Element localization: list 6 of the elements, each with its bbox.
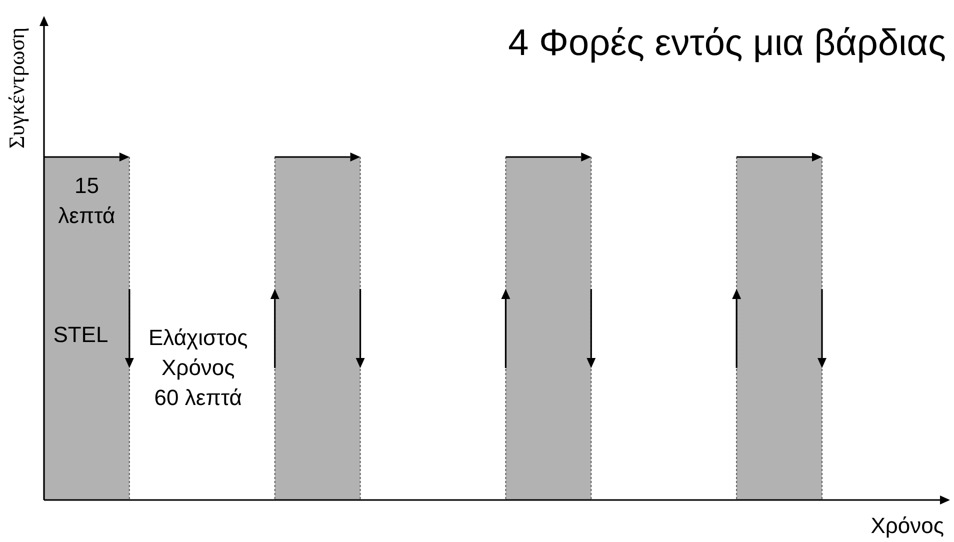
y-axis-title: Συγκέντρωση	[4, 27, 29, 149]
x-axis-title: Χρόνος	[870, 513, 944, 538]
annotation: Ελάχιστος Χρόνος 60 λεπτά	[148, 325, 248, 410]
annotation: STEL	[53, 322, 108, 347]
annotation: 15 λεπτά	[58, 173, 116, 228]
chart-title: 4 Φορές εντός μια βάρδιας	[508, 22, 946, 63]
